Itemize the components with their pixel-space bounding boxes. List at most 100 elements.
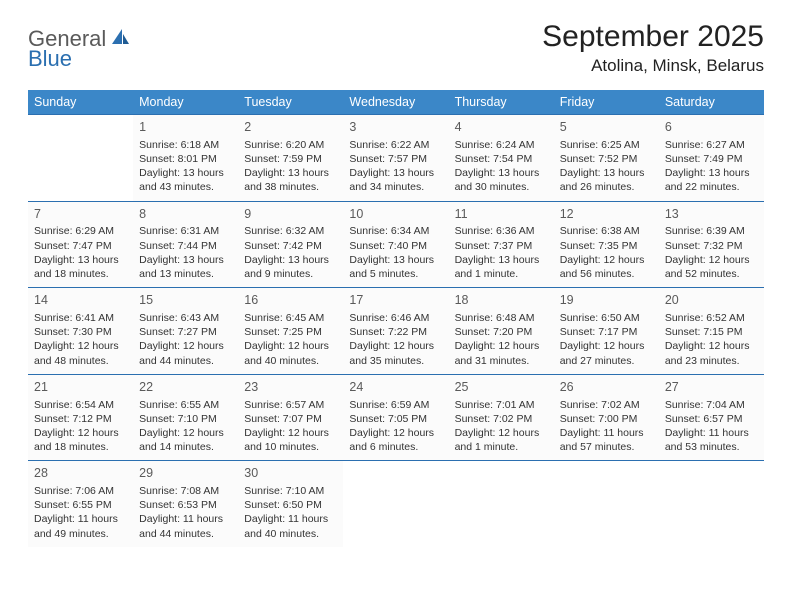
day-number: 5 (560, 119, 653, 136)
day-number: 16 (244, 292, 337, 309)
day-header: Friday (554, 90, 659, 115)
daylight-text: Daylight: 11 hours and 53 minutes. (665, 426, 758, 454)
calendar-week-row: 1Sunrise: 6:18 AMSunset: 8:01 PMDaylight… (28, 115, 764, 202)
calendar-day-cell: 17Sunrise: 6:46 AMSunset: 7:22 PMDayligh… (343, 288, 448, 375)
sunrise-text: Sunrise: 6:55 AM (139, 398, 232, 412)
sunset-text: Sunset: 7:54 PM (455, 152, 548, 166)
calendar-day-cell: 21Sunrise: 6:54 AMSunset: 7:12 PMDayligh… (28, 374, 133, 461)
calendar-day-cell: 24Sunrise: 6:59 AMSunset: 7:05 PMDayligh… (343, 374, 448, 461)
sunrise-text: Sunrise: 6:43 AM (139, 311, 232, 325)
logo-word-2-wrap: Blue (28, 46, 72, 72)
sunset-text: Sunset: 7:12 PM (34, 412, 127, 426)
day-number: 15 (139, 292, 232, 309)
sunset-text: Sunset: 7:37 PM (455, 239, 548, 253)
day-info: Sunrise: 7:10 AMSunset: 6:50 PMDaylight:… (244, 484, 337, 541)
day-info: Sunrise: 7:04 AMSunset: 6:57 PMDaylight:… (665, 398, 758, 455)
sunrise-text: Sunrise: 7:01 AM (455, 398, 548, 412)
day-info: Sunrise: 7:06 AMSunset: 6:55 PMDaylight:… (34, 484, 127, 541)
sunset-text: Sunset: 7:00 PM (560, 412, 653, 426)
daylight-text: Daylight: 11 hours and 44 minutes. (139, 512, 232, 540)
day-header: Thursday (449, 90, 554, 115)
sunrise-text: Sunrise: 6:22 AM (349, 138, 442, 152)
day-number: 7 (34, 206, 127, 223)
sunrise-text: Sunrise: 6:52 AM (665, 311, 758, 325)
calendar-week-row: 28 Sunrise: 7:06 AMSunset: 6:55 PMDayligh… (28, 461, 764, 547)
title-block: September 2025 Atolina, Minsk, Belarus (542, 20, 764, 76)
day-number: 4 (455, 119, 548, 136)
sunset-text: Sunset: 6:57 PM (665, 412, 758, 426)
sunset-text: Sunset: 7:42 PM (244, 239, 337, 253)
day-info: Sunrise: 6:59 AMSunset: 7:05 PMDaylight:… (349, 398, 442, 455)
daylight-text: Daylight: 13 hours and 1 minute. (455, 253, 548, 281)
day-info: Sunrise: 6:57 AMSunset: 7:07 PMDaylight:… (244, 398, 337, 455)
day-header: Tuesday (238, 90, 343, 115)
day-info: Sunrise: 6:32 AMSunset: 7:42 PMDaylight:… (244, 224, 337, 281)
calendar-day-cell: 1Sunrise: 6:18 AMSunset: 8:01 PMDaylight… (133, 115, 238, 202)
calendar-week-row: 21Sunrise: 6:54 AMSunset: 7:12 PMDayligh… (28, 374, 764, 461)
daylight-text: Daylight: 13 hours and 9 minutes. (244, 253, 337, 281)
day-info: Sunrise: 6:24 AMSunset: 7:54 PMDaylight:… (455, 138, 548, 195)
day-number: 26 (560, 379, 653, 396)
day-number: 14 (34, 292, 127, 309)
sunset-text: Sunset: 7:25 PM (244, 325, 337, 339)
sunrise-text: Sunrise: 6:20 AM (244, 138, 337, 152)
sunset-text: Sunset: 7:59 PM (244, 152, 337, 166)
sunrise-text: Sunrise: 6:29 AM (34, 224, 127, 238)
day-number: 12 (560, 206, 653, 223)
day-info: Sunrise: 6:55 AMSunset: 7:10 PMDaylight:… (139, 398, 232, 455)
calendar-day-cell: 2Sunrise: 6:20 AMSunset: 7:59 PMDaylight… (238, 115, 343, 202)
logo-word-2: Blue (28, 46, 72, 71)
sunrise-text: Sunrise: 6:38 AM (560, 224, 653, 238)
calendar-day-cell: 4 Sunrise: 6:24 AMSunset: 7:54 PMDaylight… (449, 115, 554, 202)
sunrise-text: Sunrise: 6:39 AM (665, 224, 758, 238)
daylight-text: Daylight: 12 hours and 10 minutes. (244, 426, 337, 454)
sunrise-text: Sunrise: 7:06 AM (34, 484, 127, 498)
day-number: 11 (455, 206, 548, 223)
sunset-text: Sunset: 7:15 PM (665, 325, 758, 339)
day-number: 28 (34, 465, 127, 482)
day-number: 18 (455, 292, 548, 309)
sunset-text: Sunset: 8:01 PM (139, 152, 232, 166)
sunset-text: Sunset: 7:07 PM (244, 412, 337, 426)
sunset-text: Sunset: 7:35 PM (560, 239, 653, 253)
calendar-page: General September 2025 Atolina, Minsk, B… (0, 0, 792, 567)
logo-sail-icon (110, 27, 130, 52)
daylight-text: Daylight: 12 hours and 1 minute. (455, 426, 548, 454)
sunrise-text: Sunrise: 6:57 AM (244, 398, 337, 412)
day-info: Sunrise: 6:22 AMSunset: 7:57 PMDaylight:… (349, 138, 442, 195)
calendar-day-cell: 23Sunrise: 6:57 AMSunset: 7:07 PMDayligh… (238, 374, 343, 461)
sunrise-text: Sunrise: 6:18 AM (139, 138, 232, 152)
calendar-day-cell: 14 Sunrise: 6:41 AMSunset: 7:30 PMDayligh… (28, 288, 133, 375)
sunset-text: Sunset: 6:50 PM (244, 498, 337, 512)
daylight-text: Daylight: 13 hours and 38 minutes. (244, 166, 337, 194)
daylight-text: Daylight: 12 hours and 27 minutes. (560, 339, 653, 367)
calendar-day-cell: 26Sunrise: 7:02 AMSunset: 7:00 PMDayligh… (554, 374, 659, 461)
day-info: Sunrise: 6:41 AMSunset: 7:30 PMDaylight:… (34, 311, 127, 368)
calendar-week-row: 7Sunrise: 6:29 AMSunset: 7:47 PMDaylight… (28, 201, 764, 288)
calendar-day-cell (28, 115, 133, 202)
day-info: Sunrise: 6:34 AMSunset: 7:40 PMDaylight:… (349, 224, 442, 281)
daylight-text: Daylight: 12 hours and 44 minutes. (139, 339, 232, 367)
sunrise-text: Sunrise: 6:48 AM (455, 311, 548, 325)
daylight-text: Daylight: 13 hours and 13 minutes. (139, 253, 232, 281)
daylight-text: Daylight: 12 hours and 48 minutes. (34, 339, 127, 367)
day-number: 9 (244, 206, 337, 223)
day-number: 20 (665, 292, 758, 309)
calendar-day-cell: 28 Sunrise: 7:06 AMSunset: 6:55 PMDayligh… (28, 461, 133, 547)
day-header: Sunday (28, 90, 133, 115)
day-info: Sunrise: 7:01 AMSunset: 7:02 PMDaylight:… (455, 398, 548, 455)
day-info: Sunrise: 6:50 AMSunset: 7:17 PMDaylight:… (560, 311, 653, 368)
day-info: Sunrise: 6:29 AMSunset: 7:47 PMDaylight:… (34, 224, 127, 281)
day-header: Monday (133, 90, 238, 115)
day-number: 27 (665, 379, 758, 396)
daylight-text: Daylight: 13 hours and 18 minutes. (34, 253, 127, 281)
daylight-text: Daylight: 12 hours and 35 minutes. (349, 339, 442, 367)
day-info: Sunrise: 6:48 AMSunset: 7:20 PMDaylight:… (455, 311, 548, 368)
day-number: 6 (665, 119, 758, 136)
sunrise-text: Sunrise: 6:24 AM (455, 138, 548, 152)
daylight-text: Daylight: 12 hours and 40 minutes. (244, 339, 337, 367)
day-info: Sunrise: 6:27 AMSunset: 7:49 PMDaylight:… (665, 138, 758, 195)
calendar-day-cell (554, 461, 659, 547)
calendar-day-cell: 15Sunrise: 6:43 AMSunset: 7:27 PMDayligh… (133, 288, 238, 375)
day-number: 22 (139, 379, 232, 396)
